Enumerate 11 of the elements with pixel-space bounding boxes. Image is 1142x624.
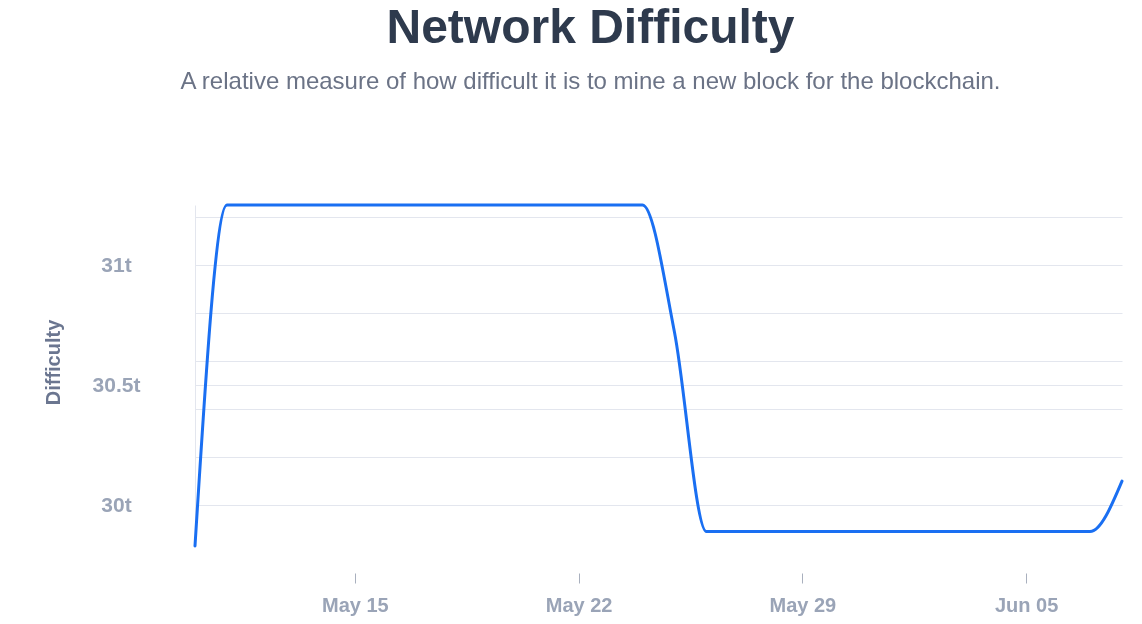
line-series (193, 203, 1124, 548)
y-axis-title: Difficulty (41, 318, 64, 406)
y-tick-label: 31t (101, 252, 132, 276)
chart-subtitle: A relative measure of how difficult it is to mine a new block for the blockchain. (180, 66, 1001, 94)
x-tick-label: May 15 (321, 593, 389, 616)
y-tick-label: 30t (101, 492, 132, 516)
chart-title: Network Difficulty (386, 0, 795, 53)
x-tick-label: May 22 (545, 593, 613, 616)
x-tick-label: May 29 (769, 593, 837, 616)
y-tick-label: 30.5t (92, 372, 141, 396)
x-tick-label: Jun 05 (994, 593, 1059, 616)
